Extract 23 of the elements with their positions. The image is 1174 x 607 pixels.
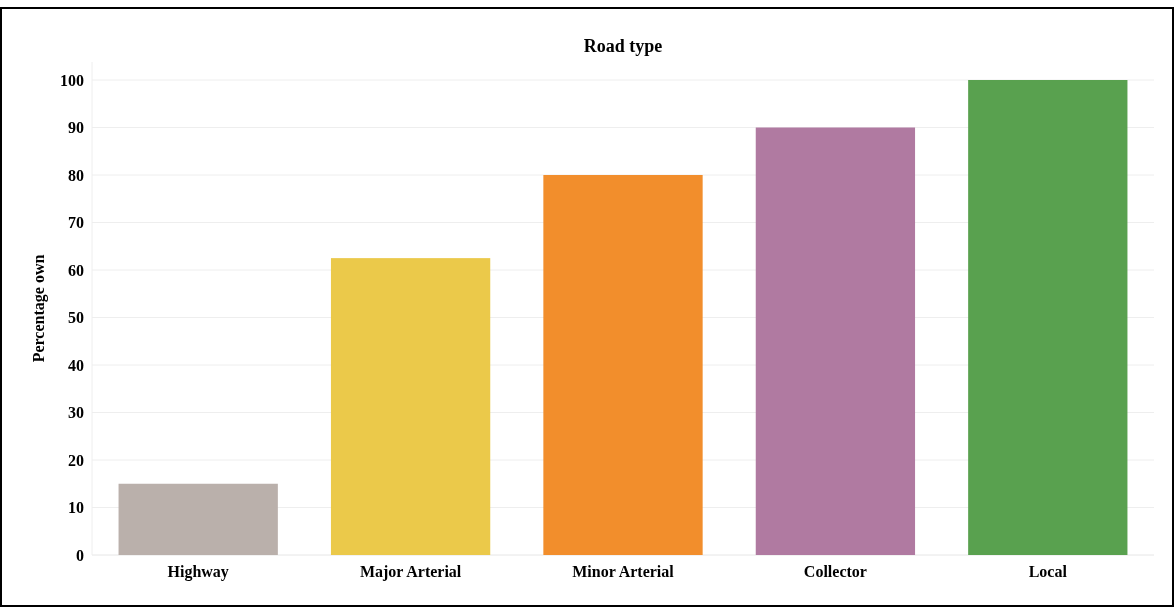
bar bbox=[755, 127, 916, 555]
y-tick-label: 80 bbox=[68, 166, 84, 184]
y-tick-label: 60 bbox=[68, 261, 84, 279]
bar bbox=[330, 258, 491, 555]
y-tick-label: 20 bbox=[68, 451, 84, 469]
chart-title: Road type bbox=[583, 36, 663, 56]
x-tick-label: Local bbox=[1028, 563, 1068, 580]
x-tick-label: Collector bbox=[803, 563, 867, 580]
x-tick-label: Highway bbox=[167, 563, 229, 581]
y-tick-label: 90 bbox=[68, 119, 84, 137]
y-tick-label: 40 bbox=[68, 356, 84, 374]
y-tick-label: 70 bbox=[68, 214, 84, 232]
bar bbox=[118, 483, 278, 555]
y-tick-label: 30 bbox=[68, 404, 84, 422]
y-tick-label: 0 bbox=[76, 546, 84, 564]
bar bbox=[543, 175, 703, 555]
y-axis-title: Percentage own bbox=[30, 254, 48, 363]
x-tick-label: Major Arterial bbox=[359, 563, 462, 581]
bar bbox=[968, 80, 1128, 555]
y-tick-label: 50 bbox=[68, 309, 84, 327]
y-tick-label: 100 bbox=[60, 71, 84, 89]
y-tick-label: 10 bbox=[68, 499, 84, 517]
x-tick-label: Minor Arterial bbox=[572, 563, 675, 580]
